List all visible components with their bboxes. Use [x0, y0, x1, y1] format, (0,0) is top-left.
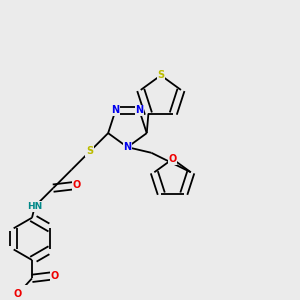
Text: N: N — [123, 142, 131, 152]
Text: N: N — [111, 105, 120, 116]
Text: S: S — [86, 146, 93, 157]
Text: HN: HN — [27, 202, 42, 211]
Text: S: S — [157, 70, 164, 80]
Text: O: O — [73, 180, 81, 190]
Text: O: O — [14, 289, 22, 299]
Text: O: O — [51, 271, 59, 281]
Text: N: N — [135, 105, 143, 116]
Text: O: O — [168, 154, 177, 164]
